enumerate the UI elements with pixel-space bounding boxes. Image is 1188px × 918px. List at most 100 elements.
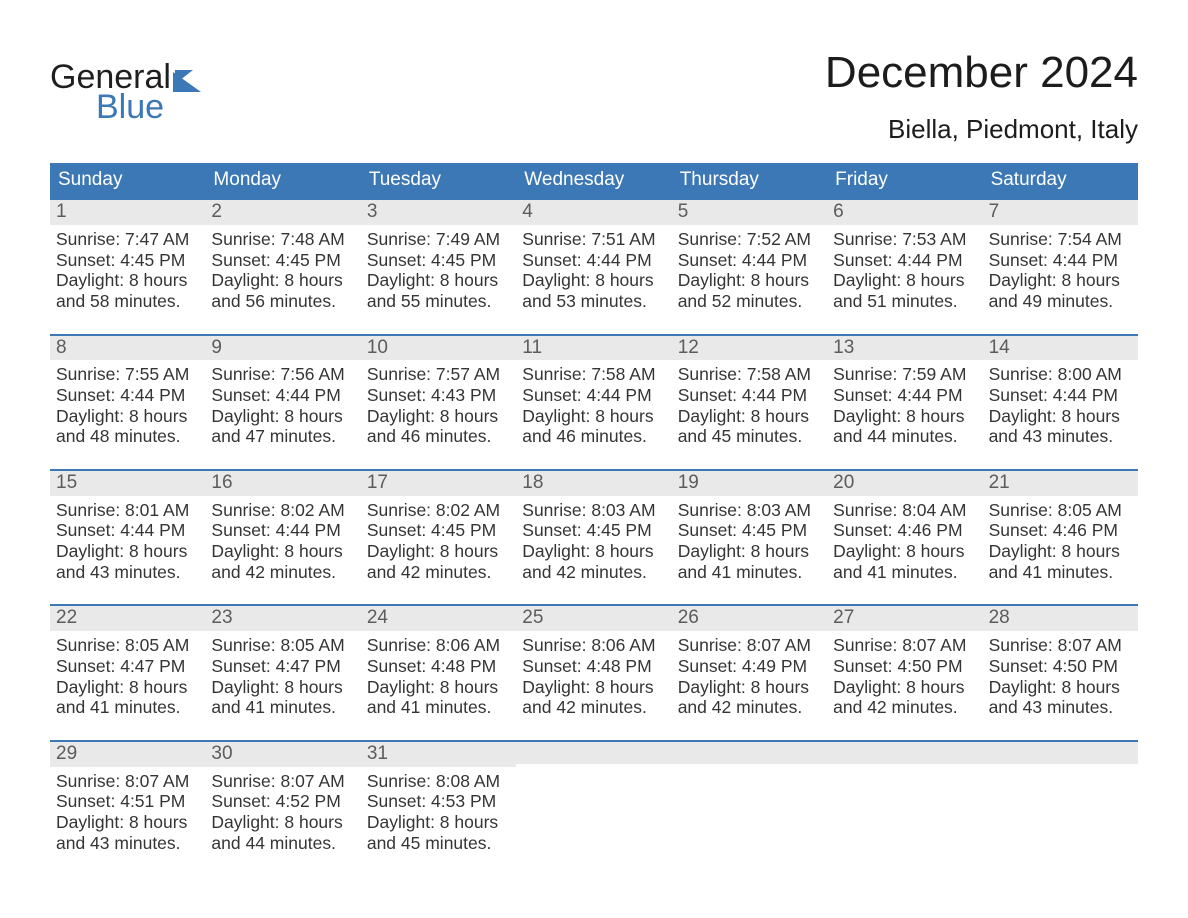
- sunset-line: Sunset: 4:44 PM: [833, 250, 976, 271]
- day-cell: 28Sunrise: 8:07 AMSunset: 4:50 PMDayligh…: [983, 606, 1138, 727]
- daylight-line-1: Daylight: 8 hours: [678, 270, 821, 291]
- daylight-line-2: and 41 minutes.: [989, 562, 1132, 583]
- day-body: Sunrise: 8:03 AMSunset: 4:45 PMDaylight:…: [516, 496, 671, 583]
- daylight-line-2: and 41 minutes.: [678, 562, 821, 583]
- day-cell: 16Sunrise: 8:02 AMSunset: 4:44 PMDayligh…: [205, 471, 360, 592]
- daylight-line-2: and 45 minutes.: [367, 833, 510, 854]
- sunrise-line: Sunrise: 8:00 AM: [989, 364, 1132, 385]
- daylight-line-2: and 43 minutes.: [989, 697, 1132, 718]
- day-number: 10: [361, 336, 516, 361]
- day-body: Sunrise: 7:53 AMSunset: 4:44 PMDaylight:…: [827, 225, 982, 312]
- daylight-line-1: Daylight: 8 hours: [56, 812, 199, 833]
- day-body: Sunrise: 8:07 AMSunset: 4:50 PMDaylight:…: [827, 631, 982, 718]
- sunrise-line: Sunrise: 8:07 AM: [56, 771, 199, 792]
- day-body: Sunrise: 7:51 AMSunset: 4:44 PMDaylight:…: [516, 225, 671, 312]
- day-number: 28: [983, 606, 1138, 631]
- day-cell: 14Sunrise: 8:00 AMSunset: 4:44 PMDayligh…: [983, 336, 1138, 457]
- day-body: Sunrise: 7:49 AMSunset: 4:45 PMDaylight:…: [361, 225, 516, 312]
- sunset-line: Sunset: 4:45 PM: [367, 520, 510, 541]
- sunset-line: Sunset: 4:44 PM: [522, 385, 665, 406]
- sunset-line: Sunset: 4:44 PM: [678, 385, 821, 406]
- day-body: Sunrise: 7:52 AMSunset: 4:44 PMDaylight:…: [672, 225, 827, 312]
- daylight-line-2: and 42 minutes.: [678, 697, 821, 718]
- day-body: Sunrise: 8:07 AMSunset: 4:52 PMDaylight:…: [205, 767, 360, 854]
- daylight-line-1: Daylight: 8 hours: [367, 541, 510, 562]
- day-number: 4: [516, 200, 671, 225]
- sunset-line: Sunset: 4:46 PM: [833, 520, 976, 541]
- day-number: 26: [672, 606, 827, 631]
- day-cell: 26Sunrise: 8:07 AMSunset: 4:49 PMDayligh…: [672, 606, 827, 727]
- sunset-line: Sunset: 4:45 PM: [678, 520, 821, 541]
- day-cell: 29Sunrise: 8:07 AMSunset: 4:51 PMDayligh…: [50, 742, 205, 863]
- daylight-line-1: Daylight: 8 hours: [678, 541, 821, 562]
- sunrise-line: Sunrise: 7:52 AM: [678, 229, 821, 250]
- day-cell: 15Sunrise: 8:01 AMSunset: 4:44 PMDayligh…: [50, 471, 205, 592]
- daylight-line-2: and 42 minutes.: [522, 562, 665, 583]
- day-number: 24: [361, 606, 516, 631]
- logo-flag-icon: [173, 68, 201, 92]
- day-number: [827, 742, 982, 764]
- day-body: Sunrise: 8:05 AMSunset: 4:47 PMDaylight:…: [50, 631, 205, 718]
- sunrise-line: Sunrise: 8:03 AM: [522, 500, 665, 521]
- sunrise-line: Sunrise: 8:02 AM: [211, 500, 354, 521]
- daylight-line-2: and 52 minutes.: [678, 291, 821, 312]
- day-cell: 22Sunrise: 8:05 AMSunset: 4:47 PMDayligh…: [50, 606, 205, 727]
- daylight-line-2: and 48 minutes.: [56, 426, 199, 447]
- daylight-line-1: Daylight: 8 hours: [678, 406, 821, 427]
- sunset-line: Sunset: 4:48 PM: [522, 656, 665, 677]
- daylight-line-1: Daylight: 8 hours: [989, 677, 1132, 698]
- day-cell: 12Sunrise: 7:58 AMSunset: 4:44 PMDayligh…: [672, 336, 827, 457]
- day-number: [983, 742, 1138, 764]
- day-cell: 7Sunrise: 7:54 AMSunset: 4:44 PMDaylight…: [983, 200, 1138, 321]
- logo: General Blue: [50, 50, 201, 125]
- day-cell: 11Sunrise: 7:58 AMSunset: 4:44 PMDayligh…: [516, 336, 671, 457]
- sunrise-line: Sunrise: 7:51 AM: [522, 229, 665, 250]
- sunrise-line: Sunrise: 7:53 AM: [833, 229, 976, 250]
- weekday-tuesday: Tuesday: [361, 163, 516, 198]
- daylight-line-1: Daylight: 8 hours: [678, 677, 821, 698]
- sunset-line: Sunset: 4:47 PM: [211, 656, 354, 677]
- day-cell: 2Sunrise: 7:48 AMSunset: 4:45 PMDaylight…: [205, 200, 360, 321]
- day-number: 18: [516, 471, 671, 496]
- daylight-line-2: and 43 minutes.: [56, 562, 199, 583]
- sunset-line: Sunset: 4:43 PM: [367, 385, 510, 406]
- daylight-line-2: and 43 minutes.: [56, 833, 199, 854]
- day-number: 14: [983, 336, 1138, 361]
- sunrise-line: Sunrise: 7:54 AM: [989, 229, 1132, 250]
- day-body: Sunrise: 7:57 AMSunset: 4:43 PMDaylight:…: [361, 360, 516, 447]
- day-cell: 8Sunrise: 7:55 AMSunset: 4:44 PMDaylight…: [50, 336, 205, 457]
- week-row: 29Sunrise: 8:07 AMSunset: 4:51 PMDayligh…: [50, 740, 1138, 863]
- sunset-line: Sunset: 4:53 PM: [367, 791, 510, 812]
- day-body: Sunrise: 8:06 AMSunset: 4:48 PMDaylight:…: [516, 631, 671, 718]
- day-number: 2: [205, 200, 360, 225]
- day-number: 16: [205, 471, 360, 496]
- day-cell: 6Sunrise: 7:53 AMSunset: 4:44 PMDaylight…: [827, 200, 982, 321]
- day-cell: 10Sunrise: 7:57 AMSunset: 4:43 PMDayligh…: [361, 336, 516, 457]
- sunset-line: Sunset: 4:52 PM: [211, 791, 354, 812]
- page-subtitle: Biella, Piedmont, Italy: [825, 114, 1138, 145]
- daylight-line-2: and 42 minutes.: [211, 562, 354, 583]
- sunrise-line: Sunrise: 8:01 AM: [56, 500, 199, 521]
- sunset-line: Sunset: 4:44 PM: [678, 250, 821, 271]
- sunrise-line: Sunrise: 8:05 AM: [211, 635, 354, 656]
- day-body: Sunrise: 7:48 AMSunset: 4:45 PMDaylight:…: [205, 225, 360, 312]
- daylight-line-2: and 55 minutes.: [367, 291, 510, 312]
- daylight-line-1: Daylight: 8 hours: [989, 406, 1132, 427]
- day-cell: 23Sunrise: 8:05 AMSunset: 4:47 PMDayligh…: [205, 606, 360, 727]
- daylight-line-1: Daylight: 8 hours: [989, 270, 1132, 291]
- day-number: 17: [361, 471, 516, 496]
- day-cell: 27Sunrise: 8:07 AMSunset: 4:50 PMDayligh…: [827, 606, 982, 727]
- day-body: Sunrise: 8:02 AMSunset: 4:44 PMDaylight:…: [205, 496, 360, 583]
- day-cell: 4Sunrise: 7:51 AMSunset: 4:44 PMDaylight…: [516, 200, 671, 321]
- sunrise-line: Sunrise: 7:48 AM: [211, 229, 354, 250]
- day-cell: [827, 742, 982, 863]
- day-number: 15: [50, 471, 205, 496]
- daylight-line-2: and 42 minutes.: [522, 697, 665, 718]
- sunrise-line: Sunrise: 8:07 AM: [678, 635, 821, 656]
- day-number: 8: [50, 336, 205, 361]
- daylight-line-1: Daylight: 8 hours: [211, 812, 354, 833]
- sunset-line: Sunset: 4:46 PM: [989, 520, 1132, 541]
- daylight-line-1: Daylight: 8 hours: [56, 270, 199, 291]
- daylight-line-2: and 46 minutes.: [367, 426, 510, 447]
- day-body: Sunrise: 8:01 AMSunset: 4:44 PMDaylight:…: [50, 496, 205, 583]
